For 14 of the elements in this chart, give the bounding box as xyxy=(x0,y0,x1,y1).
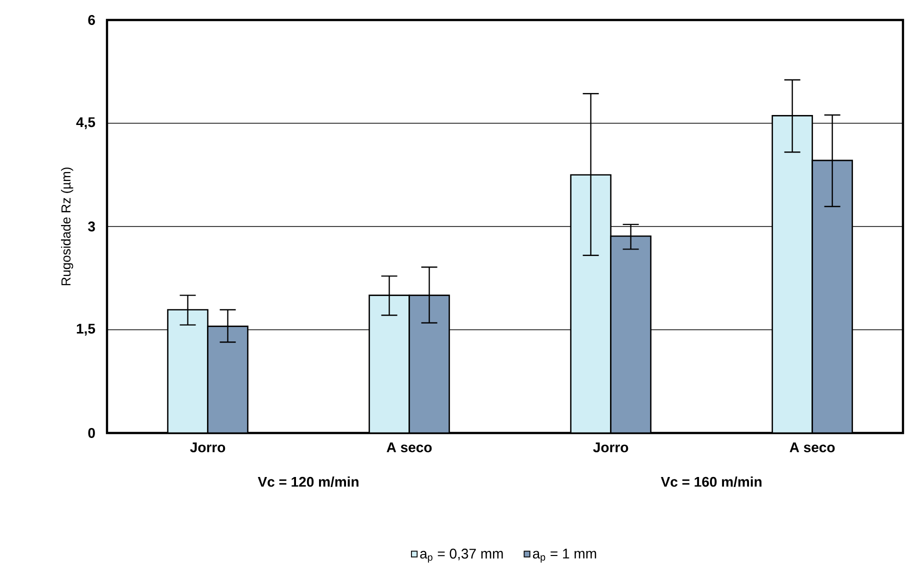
y-tick-label: 6 xyxy=(88,15,95,25)
text: Vc = 160 m/min xyxy=(660,476,762,487)
x-tick-label: A seco xyxy=(386,442,432,452)
text: Vc = 120 m/min xyxy=(258,476,358,487)
x-tick-label: Jorro xyxy=(190,442,226,452)
x-tick-label: A seco xyxy=(790,442,835,452)
x-tick-label: Jorro xyxy=(593,442,628,452)
legend-label: a$_{p}$ = 1 mm xyxy=(532,548,596,563)
y-tick-label: 4,5 xyxy=(76,117,96,130)
y-tick-label: 3 xyxy=(88,222,95,232)
y-axis-title: Rugosidade Rz (µm) xyxy=(61,168,74,286)
legend-label: a$_{p}$ = 0,37 mm xyxy=(420,548,503,563)
y-tick-label: 1,5 xyxy=(76,324,96,336)
y-tick-label: 0 xyxy=(88,428,95,438)
